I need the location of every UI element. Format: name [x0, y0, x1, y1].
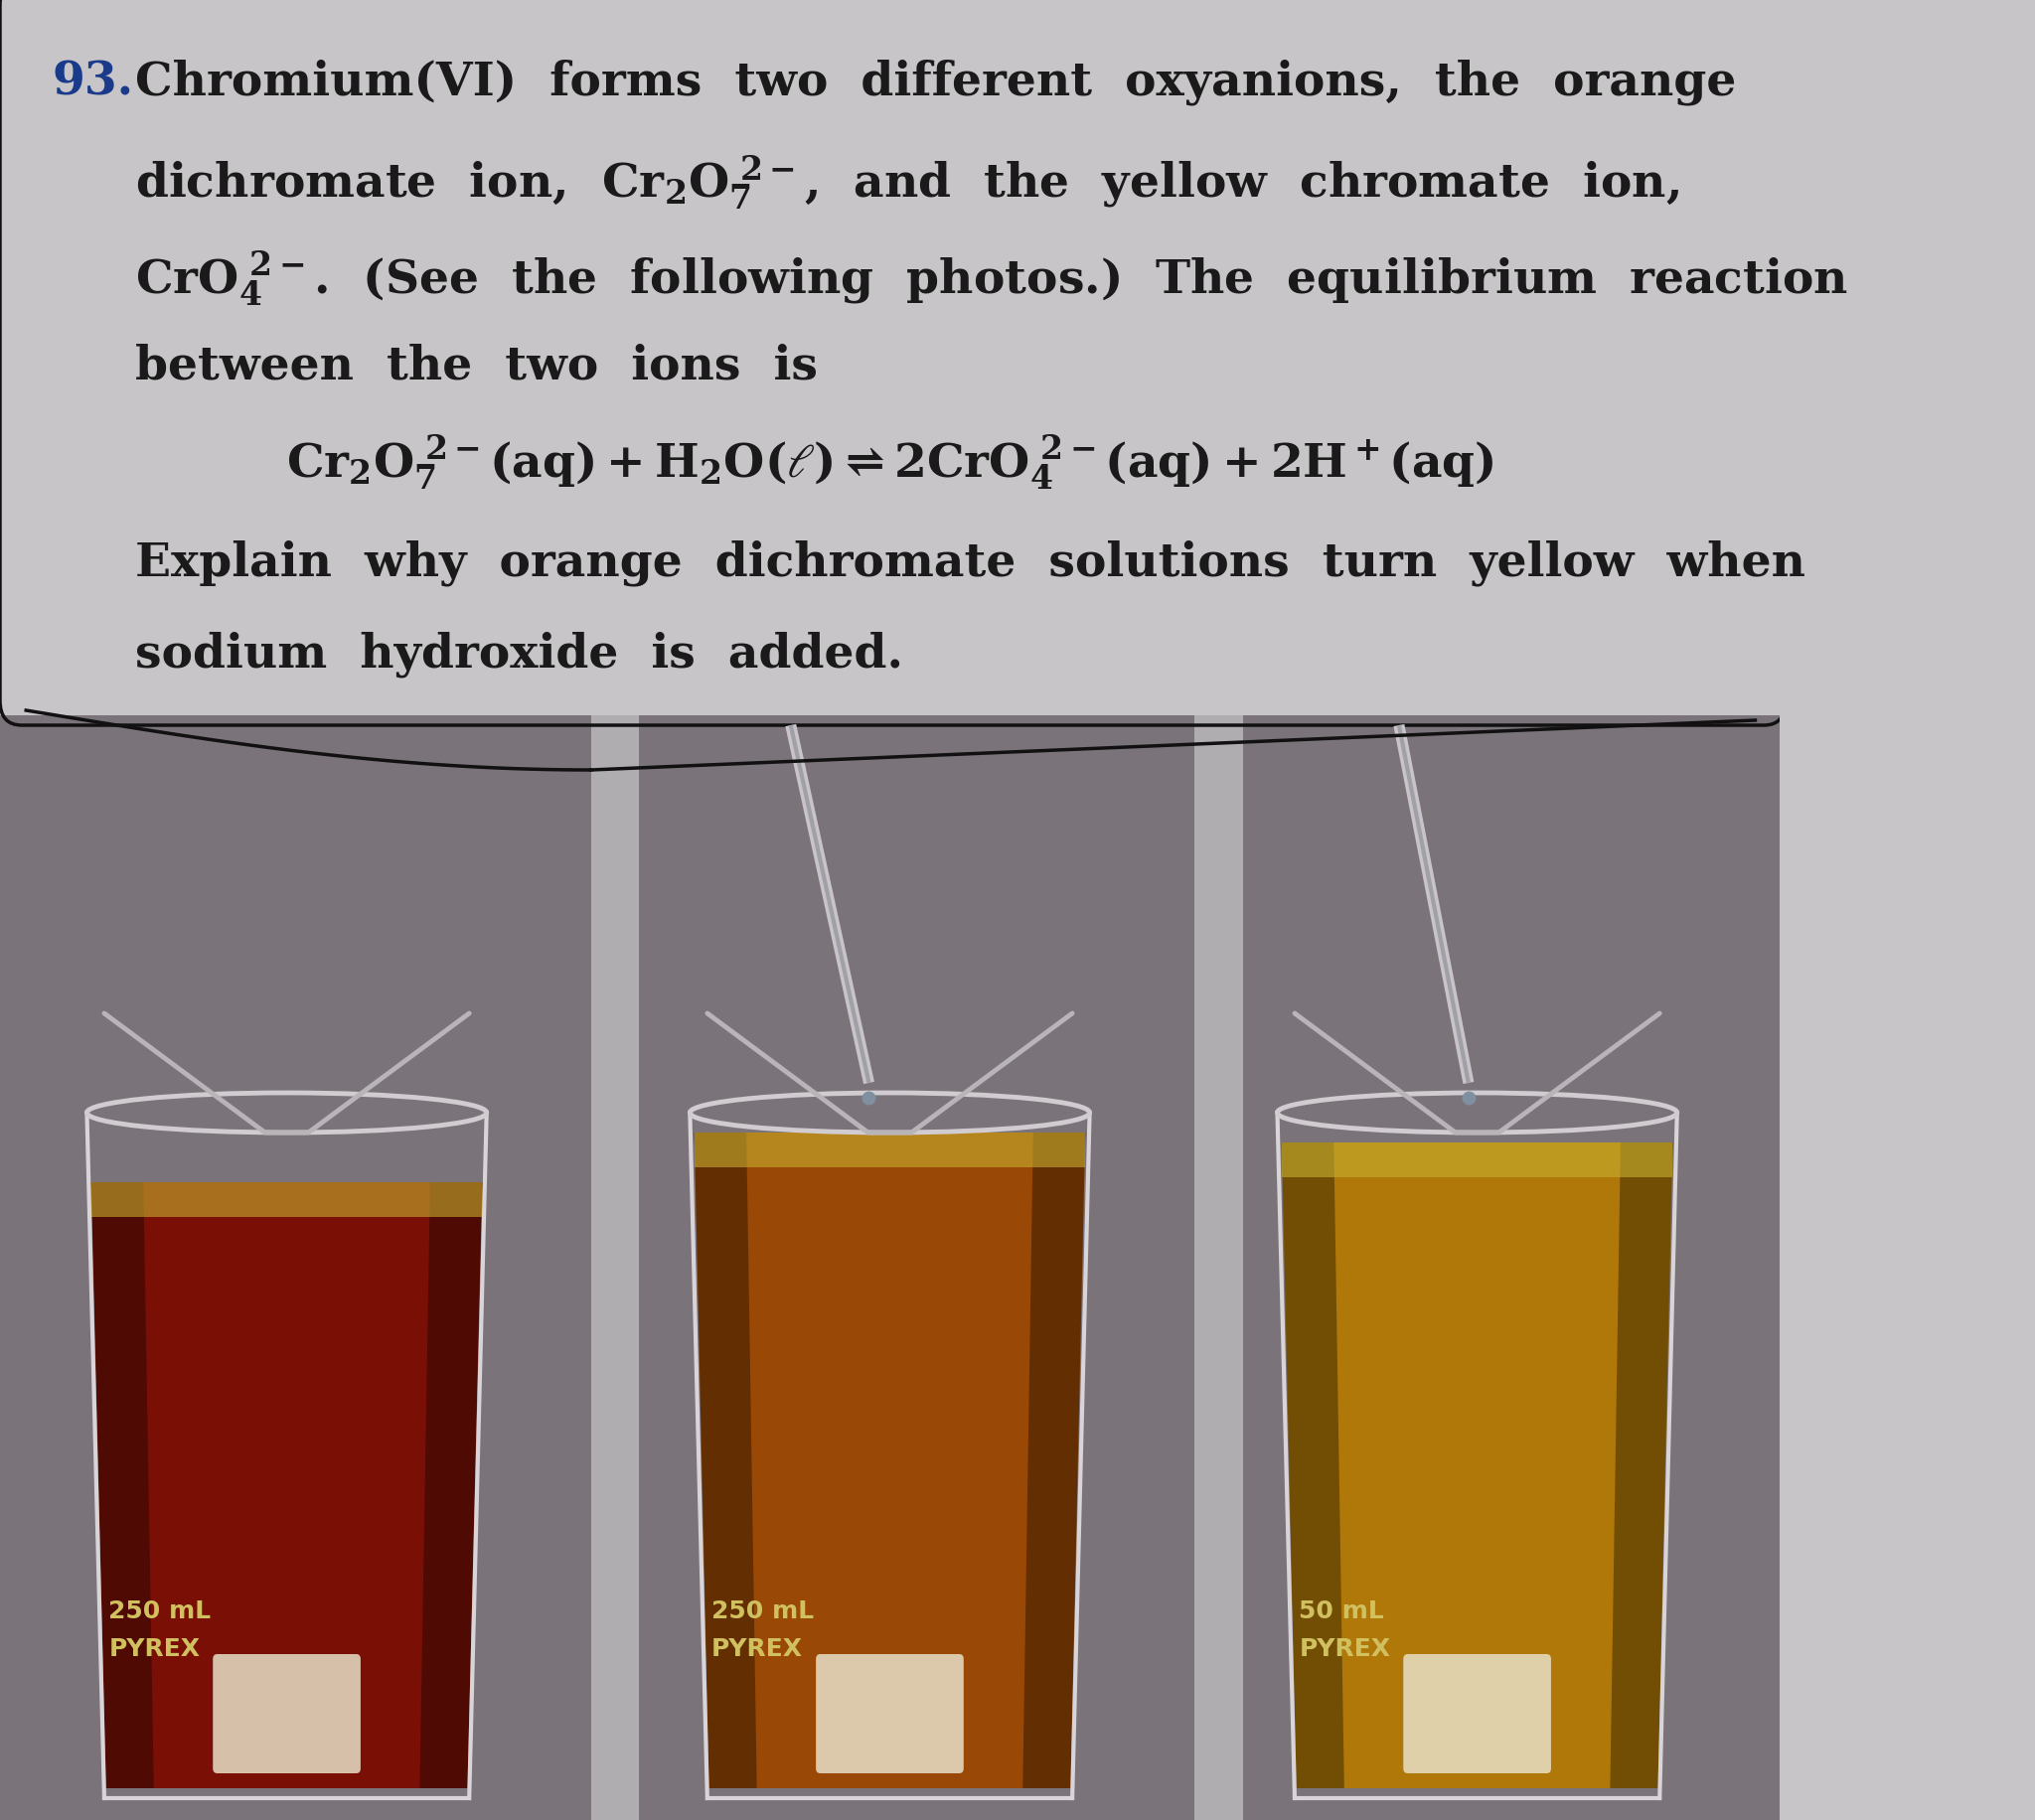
Text: Explain  why  orange  dichromate  solutions  turn  yellow  when: Explain why orange dichromate solutions …: [134, 539, 1805, 586]
Text: 93.: 93.: [53, 60, 134, 106]
FancyBboxPatch shape: [214, 1654, 360, 1773]
FancyBboxPatch shape: [816, 1654, 965, 1773]
Polygon shape: [1282, 1143, 1673, 1789]
Polygon shape: [694, 1132, 757, 1789]
Polygon shape: [92, 1183, 482, 1218]
Text: dichromate  ion,  $\mathregular{Cr_2O_7^{\ 2-}}$,  and  the  yellow  chromate  i: dichromate ion, $\mathregular{Cr_2O_7^{\…: [134, 155, 1679, 213]
Polygon shape: [1282, 1143, 1345, 1789]
Polygon shape: [92, 1183, 155, 1789]
Bar: [0, 715, 1779, 1820]
Bar: [590, 715, 639, 1820]
Polygon shape: [1610, 1143, 1673, 1789]
Text: $\mathregular{CrO_4^{\ 2-}}$.  (See  the  following  photos.)  The  equilibrium : $\mathregular{CrO_4^{\ 2-}}$. (See the f…: [134, 248, 1848, 308]
Polygon shape: [1024, 1132, 1085, 1789]
Text: 250 mL: 250 mL: [108, 1600, 212, 1623]
Polygon shape: [1282, 1143, 1673, 1178]
Text: sodium  hydroxide  is  added.: sodium hydroxide is added.: [134, 632, 904, 677]
Text: $\mathregular{Cr_2O_7^{\ 2-}(aq) + H_2O(\ell) \rightleftharpoons 2CrO_4^{\ 2-}(a: $\mathregular{Cr_2O_7^{\ 2-}(aq) + H_2O(…: [285, 431, 1494, 491]
Polygon shape: [694, 1132, 1085, 1167]
Bar: [1195, 715, 1243, 1820]
FancyBboxPatch shape: [1404, 1654, 1551, 1773]
Text: PYREX: PYREX: [712, 1638, 804, 1662]
Polygon shape: [92, 1183, 482, 1789]
Text: PYREX: PYREX: [108, 1638, 199, 1662]
Text: between  the  two  ions  is: between the two ions is: [134, 342, 818, 388]
Polygon shape: [419, 1183, 482, 1789]
Text: PYREX: PYREX: [1298, 1638, 1390, 1662]
Polygon shape: [694, 1132, 1085, 1789]
Text: 250 mL: 250 mL: [712, 1600, 814, 1623]
Bar: [0, 0, 1779, 744]
Text: 50 mL: 50 mL: [1298, 1600, 1384, 1623]
Text: Chromium(VI)  forms  two  different  oxyanions,  the  orange: Chromium(VI) forms two different oxyanio…: [134, 60, 1736, 106]
